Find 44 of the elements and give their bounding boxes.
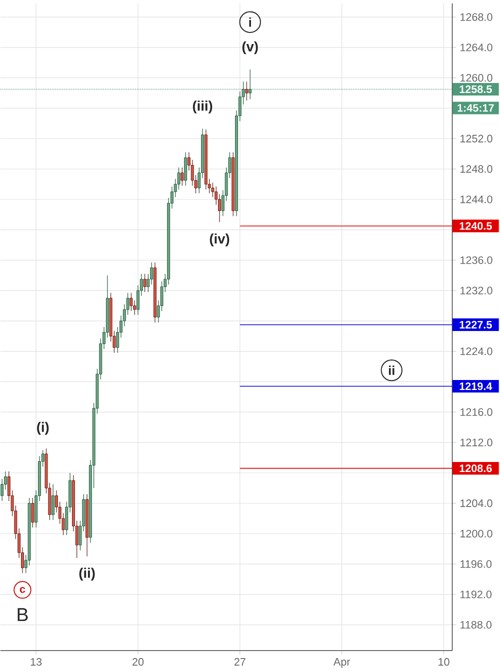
x-tick-label: 10: [438, 658, 450, 666]
y-tick-label: 1260.0: [460, 74, 493, 82]
y-tick-label: 1200.0: [460, 530, 493, 538]
y-tick-label: 1244.0: [460, 196, 493, 204]
ref-line-label: 1227.5: [460, 320, 492, 329]
annotation: (ii): [79, 568, 95, 581]
y-tick-label: 1196.0: [460, 560, 492, 568]
text: 1:45:17: [458, 104, 494, 112]
x-tick-label: Apr: [334, 658, 350, 668]
y-tick-label: 1224.0: [460, 348, 493, 356]
candlestick: [31, 498, 34, 528]
annotation: (v): [242, 41, 258, 54]
y-tick-label: 1192.0: [460, 590, 492, 598]
annotation: (i): [37, 422, 49, 435]
annotation: (iv): [210, 234, 230, 246]
y-tick-label: 1212.0: [460, 438, 493, 446]
candlestick: [52, 484, 55, 520]
y-tick-label: 1268.0: [460, 13, 493, 21]
y-tick-label: 1216.0: [460, 408, 493, 416]
x-tick-label: 13: [31, 658, 42, 666]
annotation: (iii): [193, 100, 212, 114]
y-tick-label: 1264.0: [460, 44, 493, 52]
annotation: ii: [389, 366, 394, 375]
ref-line-label: 1240.5: [460, 222, 492, 230]
annotation: i: [249, 17, 252, 27]
ref-line-label: 1258.5: [460, 85, 492, 94]
candlestick: [144, 274, 146, 292]
y-tick-label: 1236.0: [460, 256, 493, 264]
ref-line-label: 1208.6: [460, 464, 492, 472]
candlestick: [180, 167, 184, 186]
y-tick-label: 1248.0: [460, 165, 493, 173]
y-tick-label: 1204.0: [460, 499, 493, 508]
candlestick: [245, 81, 248, 101]
ref-line-label: 1219.4: [460, 382, 492, 390]
x-tick-label: 27: [234, 658, 246, 666]
y-tick-label: 1232.0: [460, 286, 493, 294]
candlestick: [184, 152, 188, 186]
y-tick-label: 1188.0: [460, 620, 492, 629]
y-tick-label: 1252.0: [460, 134, 493, 142]
candlestick: [248, 69, 252, 100]
x-tick-label: 20: [132, 658, 144, 666]
annotation: B: [18, 608, 28, 622]
annotation: c: [20, 586, 26, 593]
candlestick: [130, 292, 133, 312]
